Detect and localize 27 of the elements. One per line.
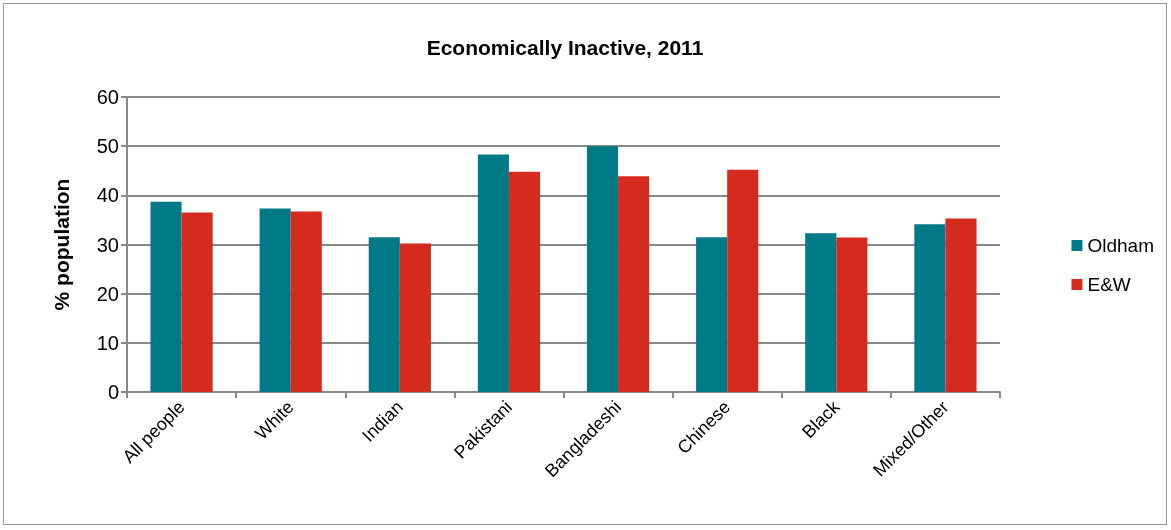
y-tick-label: 30 bbox=[96, 233, 119, 256]
bar bbox=[914, 224, 946, 392]
bar bbox=[805, 233, 837, 392]
bar bbox=[150, 201, 182, 392]
bar bbox=[836, 237, 868, 392]
legend-label: Oldham bbox=[1087, 235, 1154, 256]
bar bbox=[945, 218, 977, 392]
y-tick-label: 20 bbox=[96, 282, 119, 305]
y-tick-label: 0 bbox=[107, 381, 119, 403]
bar bbox=[181, 212, 213, 392]
y-tick-label: 60 bbox=[96, 86, 119, 108]
y-axis-title: % population bbox=[50, 178, 73, 311]
chart-title: Economically Inactive, 2011 bbox=[426, 36, 704, 59]
bar bbox=[399, 243, 431, 392]
y-tick-label: 10 bbox=[96, 331, 119, 354]
bar bbox=[727, 169, 759, 392]
bar bbox=[618, 176, 650, 392]
bar bbox=[586, 146, 619, 392]
bar bbox=[290, 211, 322, 392]
bar bbox=[477, 154, 509, 392]
bar bbox=[368, 237, 400, 392]
bar bbox=[259, 208, 291, 392]
bar bbox=[696, 237, 728, 392]
y-tick-label: 40 bbox=[96, 184, 119, 207]
y-tick-label: 50 bbox=[96, 135, 119, 158]
legend-label: E&W bbox=[1087, 274, 1131, 295]
bar bbox=[508, 171, 541, 392]
